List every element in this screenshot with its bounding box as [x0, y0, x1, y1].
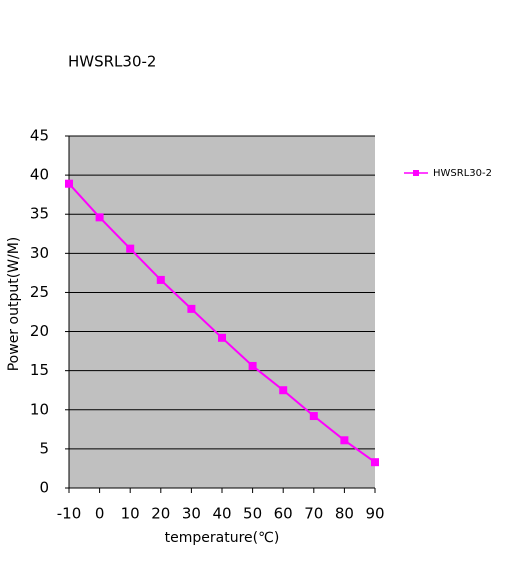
data-point	[309, 412, 318, 421]
data-point	[279, 386, 288, 395]
data-point	[156, 275, 165, 284]
legend-marker	[413, 170, 419, 176]
y-tick-label: 40	[30, 166, 49, 184]
legend-label: HWSRL30-2	[433, 168, 492, 179]
x-tick-label: 0	[95, 505, 105, 523]
x-tick-label: 30	[182, 505, 201, 523]
x-tick-label: 80	[335, 505, 354, 523]
y-tick-label: 45	[30, 127, 49, 145]
y-tick-label: 25	[30, 283, 49, 301]
data-point	[371, 458, 379, 467]
data-point	[248, 361, 257, 370]
x-axis-label: temperature(℃)	[165, 530, 280, 546]
y-tick-label: 5	[39, 439, 49, 457]
y-tick-label: 30	[30, 244, 49, 262]
y-tick-label: 10	[30, 400, 49, 418]
y-tick-label: 20	[30, 322, 49, 340]
x-tick-label: 60	[274, 505, 293, 523]
data-point	[65, 179, 73, 188]
data-point	[126, 244, 135, 253]
x-tick-label: 20	[151, 505, 170, 523]
plot-area	[69, 136, 375, 488]
y-tick-label: 15	[30, 361, 49, 379]
y-tick-label: 0	[39, 479, 49, 497]
data-point	[340, 436, 349, 445]
y-axis-label: Power output(W/M)	[6, 237, 22, 372]
x-tick-label: 90	[365, 505, 384, 523]
x-tick-label: -10	[57, 505, 82, 523]
chart-title: HWSRL30-2	[68, 53, 156, 71]
data-point	[218, 333, 226, 342]
x-tick-label: 40	[212, 505, 231, 523]
data-point	[95, 213, 104, 222]
data-point	[187, 304, 196, 313]
y-tick-label: 35	[30, 205, 49, 223]
x-tick-label: 10	[121, 505, 140, 523]
x-tick-label: 70	[304, 505, 323, 523]
x-tick-label: 50	[243, 505, 262, 523]
